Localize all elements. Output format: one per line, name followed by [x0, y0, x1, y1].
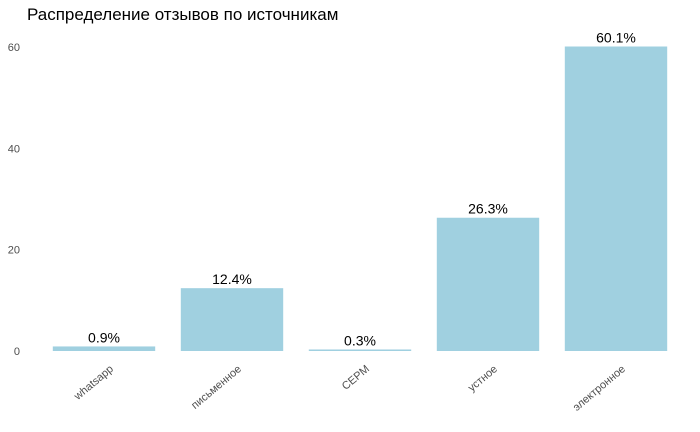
- y-tick-label: 40: [8, 143, 20, 155]
- data-label: 0.9%: [88, 329, 120, 345]
- y-axis: 0 20 40 60: [8, 42, 20, 358]
- data-label: 12.4%: [212, 271, 252, 287]
- data-labels-group: 0.9% 12.4% 0.3% 26.3% 60.1%: [88, 29, 636, 348]
- bar-письменное: [180, 288, 284, 351]
- y-tick-label: 0: [14, 346, 20, 358]
- y-tick-label: 60: [8, 42, 20, 54]
- bars-group: [52, 46, 668, 351]
- bar-whatsapp: [52, 346, 156, 351]
- data-label: 0.3%: [344, 332, 376, 348]
- x-axis: whatsapp письменное CEPM устное электронное: [71, 363, 628, 414]
- data-label: 60.1%: [596, 29, 636, 45]
- y-tick-label: 20: [8, 245, 20, 257]
- x-category-label: письменное: [189, 363, 244, 412]
- chart-title: Распределение отзывов по источникам: [27, 5, 339, 24]
- bar-электронное: [564, 46, 668, 351]
- data-label: 26.3%: [468, 201, 508, 217]
- x-category-label: CEPM: [340, 363, 372, 393]
- x-category-label: whatsapp: [71, 363, 116, 403]
- bar-устное: [436, 217, 540, 351]
- x-category-label: электронное: [571, 363, 628, 414]
- x-category-label: устное: [466, 363, 500, 394]
- bar-CEPM: [308, 349, 412, 351]
